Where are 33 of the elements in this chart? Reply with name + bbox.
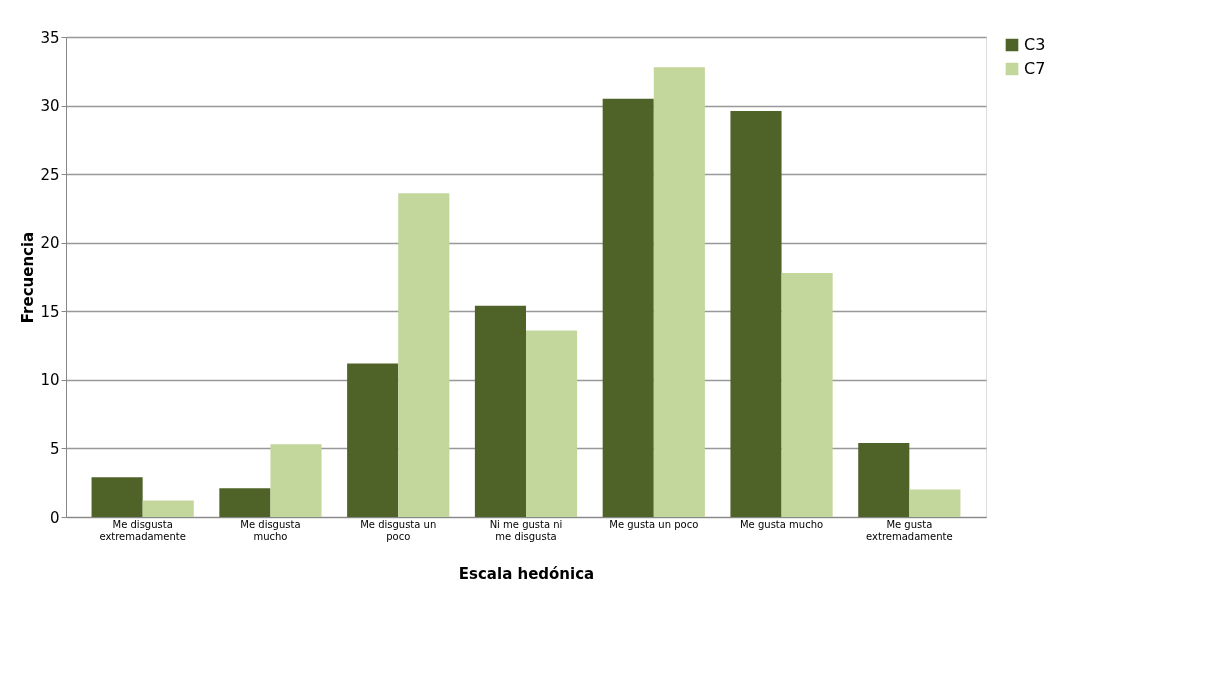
x-tick-label: Me disgusta extremadamente (99, 518, 186, 542)
bar (526, 330, 578, 517)
bar (730, 111, 782, 517)
y-tick-label: 0 (49, 508, 60, 527)
bar (398, 193, 450, 517)
x-tick-label: Me gusta un poco (609, 518, 699, 530)
x-axis-title: Escala hedónica (458, 564, 595, 583)
bar (270, 444, 322, 517)
y-tick-label: 5 (49, 439, 60, 458)
bar (602, 98, 654, 517)
x-tick-label: Me disgusta un poco (360, 518, 437, 542)
x-tick-label: Ni me gusta ni me disgusta (489, 518, 563, 542)
legend-label: C3 (1024, 35, 1046, 54)
bar (347, 363, 399, 517)
y-tick-label: 20 (40, 234, 60, 253)
bar (858, 442, 910, 517)
x-tick-label: Me disgusta mucho (240, 518, 301, 542)
bar (653, 67, 705, 517)
y-tick-label: 15 (40, 302, 60, 321)
bar (91, 477, 143, 517)
legend-label: C7 (1024, 59, 1046, 78)
bar (781, 272, 833, 517)
y-tick-label: 30 (40, 97, 60, 116)
x-tick-label: Me gusta mucho (739, 518, 824, 530)
y-tick-label: 35 (40, 28, 60, 47)
x-tick-label: Me gusta extremadamente (866, 518, 953, 542)
bar (142, 500, 194, 517)
y-tick-label: 25 (40, 165, 60, 184)
bar (219, 488, 271, 517)
y-tick-label: 10 (40, 371, 60, 390)
bar (909, 489, 961, 517)
y-axis-title: Frecuencia (19, 231, 38, 324)
bar (474, 305, 526, 517)
